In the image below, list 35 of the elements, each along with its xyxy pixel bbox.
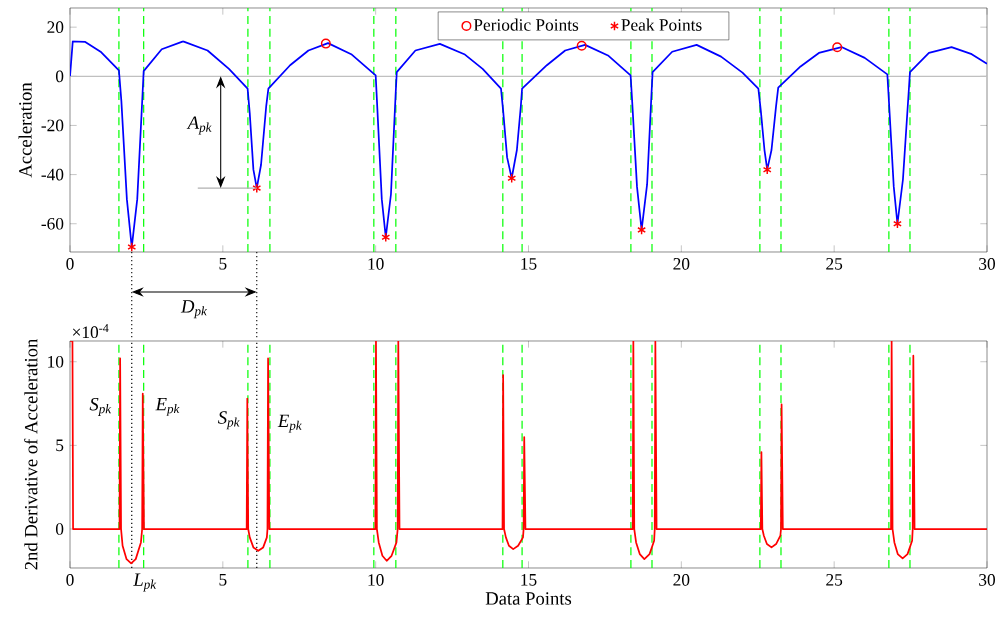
x-axis-title: Data Points <box>485 592 572 605</box>
y-axis-title: Acceleration <box>18 82 32 178</box>
annotation: E$_{pk}$ <box>155 397 180 416</box>
x-tick-label: 5 <box>219 258 227 270</box>
x-tick-label: 20 <box>673 258 690 270</box>
x-tick-label: 15 <box>521 574 537 586</box>
x-tick-label: 20 <box>673 574 690 586</box>
x-tick-label: 0 <box>66 574 74 586</box>
y-tick-label: 10 <box>48 355 64 368</box>
annotation: S$_{pk}$ <box>218 411 240 430</box>
x-tick-label: 30 <box>979 574 996 586</box>
y-tick-label: 0 <box>55 523 64 535</box>
annotation: S$_{pk}$ <box>89 397 112 416</box>
legend-label: Periodic Points <box>473 18 579 31</box>
x-tick-label: 25 <box>826 258 843 270</box>
y-tick-label: 20 <box>47 21 64 33</box>
y-tick-label: -20 <box>41 119 64 132</box>
y-tick-label: -60 <box>41 217 64 230</box>
text: ×10$^{-4}$ <box>72 324 109 339</box>
x-tick-label: 25 <box>826 574 843 586</box>
text: D$_{pk}$ <box>180 300 208 319</box>
annotation: A$_{pk}$ <box>186 116 212 135</box>
x-tick-label: 5 <box>219 574 227 586</box>
x-tick-label: 10 <box>368 258 384 270</box>
y-tick-label: 0 <box>55 70 64 83</box>
x-tick-label: 15 <box>521 258 537 270</box>
y-axis-title: 2nd Derivative of Acceleration <box>24 338 38 570</box>
ref-line-label: L$_{pk}$ <box>133 573 157 592</box>
y-tick-label: -40 <box>41 168 64 181</box>
annotation: E$_{pk}$ <box>277 414 302 433</box>
x-tick-label: 10 <box>368 574 384 586</box>
x-tick-label: 0 <box>66 258 74 270</box>
x-tick-label: 30 <box>979 258 996 270</box>
y-tick-label: 5 <box>56 439 64 452</box>
legend-label: Peak Points <box>621 18 702 31</box>
